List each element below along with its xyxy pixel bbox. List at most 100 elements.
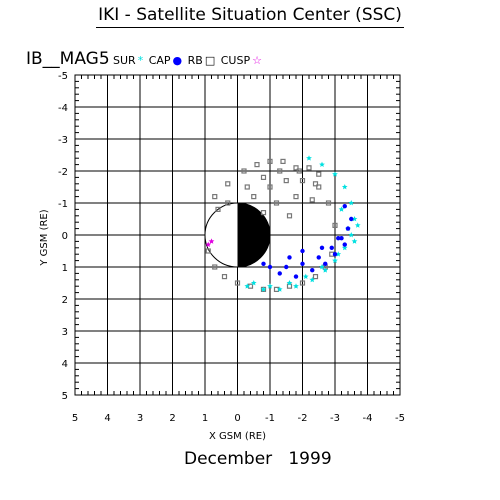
legend-cusp-label: CUSP [220, 54, 251, 67]
point-cap [267, 264, 273, 270]
point-cap [287, 255, 292, 260]
point-cap [316, 255, 321, 260]
point-sur [348, 200, 355, 206]
point-cap [332, 252, 338, 257]
point-sur [293, 283, 299, 289]
point-sur [276, 286, 283, 292]
point-sur [351, 238, 358, 244]
legend-cap-label: CAP [148, 54, 171, 67]
x-tick-label: -3 [330, 413, 340, 424]
legend-cusp-symbol: ☆ [252, 54, 262, 67]
point-sur [286, 280, 293, 286]
y-tick-label: 1 [62, 263, 68, 274]
point-rb [296, 168, 302, 174]
point-cap [284, 264, 289, 270]
x-tick-label: -2 [298, 413, 308, 424]
point-rb [332, 222, 338, 228]
point-sur [260, 286, 267, 292]
earth-icon [204, 202, 271, 268]
point-cap [300, 261, 305, 266]
point-cusp [208, 238, 215, 244]
point-cap [342, 242, 347, 247]
point-cap [319, 245, 325, 250]
point-rb [247, 283, 254, 289]
y-tick-label: 0 [62, 231, 68, 242]
point-rb [312, 274, 319, 280]
point-sur [319, 161, 325, 167]
point-rb [215, 206, 221, 212]
y-tick-label: -1 [58, 199, 68, 210]
point-rb [267, 184, 273, 190]
y-tick-label: -5 [58, 71, 68, 82]
point-rb [234, 280, 241, 286]
point-sur [354, 222, 361, 228]
earth-night-side [237, 203, 270, 267]
point-rb [267, 158, 273, 164]
point-sur [341, 184, 348, 190]
point-cap [323, 261, 328, 266]
point-rb [316, 171, 322, 177]
y-tick-label: 2 [62, 295, 68, 306]
minor-ticks [74, 74, 401, 396]
y-tick-label: -4 [58, 103, 68, 114]
x-tick-label: -4 [363, 413, 373, 424]
point-cap [342, 204, 347, 209]
data-points [205, 155, 361, 292]
point-rb [325, 200, 332, 206]
legend-sur-label: SUR [113, 54, 136, 67]
y-tick-label: 4 [62, 359, 68, 370]
point-rb [293, 165, 299, 171]
point-sur [332, 257, 338, 263]
point-cap [300, 248, 305, 254]
legend-rb-label: RB [187, 54, 203, 67]
point-rb [277, 168, 283, 174]
y-tick-labels: -5 -4 -3 -2 -1 0 1 2 3 4 5 [58, 71, 68, 402]
point-rb [244, 184, 250, 190]
x-tick-label: 2 [169, 413, 175, 424]
point-sur [250, 280, 257, 286]
date-label: December 1999 [184, 449, 332, 469]
point-cap [345, 226, 351, 231]
point-rb [205, 248, 211, 254]
y-tick-label: -3 [58, 135, 68, 146]
y-tick-label: -2 [58, 167, 68, 178]
page-title: IKI - Satellite Situation Center (SSC) [0, 4, 500, 28]
x-tick-label: 3 [137, 413, 143, 424]
point-sur [244, 283, 251, 289]
x-tick-label: 4 [104, 413, 110, 424]
point-rb [212, 194, 218, 200]
point-sur [335, 251, 342, 257]
point-rb [273, 286, 280, 292]
point-cap [349, 216, 354, 222]
point-rb [316, 184, 322, 190]
point-cap [310, 268, 315, 273]
legend-sur-symbol: * [137, 54, 144, 67]
point-rb [225, 200, 231, 206]
x-tick-label: -1 [265, 413, 275, 424]
point-sur [309, 276, 316, 283]
point-rb [299, 280, 306, 286]
point-rb [299, 178, 306, 184]
point-sur [267, 283, 273, 289]
point-rb [221, 274, 228, 280]
y-axis-title: Y GSM (RE) [39, 209, 50, 266]
point-rb [280, 158, 286, 164]
point-cap [339, 236, 344, 241]
x-tick-label: 0 [234, 413, 240, 424]
point-rb [251, 194, 257, 200]
point-rb [293, 194, 299, 200]
point-rb [306, 165, 312, 171]
point-rb [273, 200, 280, 206]
point-rb [309, 197, 315, 203]
point-sur [348, 232, 355, 238]
legend: SUR * CAP ● RB □ CUSP ☆ [113, 54, 264, 67]
point-sur [322, 267, 329, 273]
satellite-label: IB__MAG5 [26, 49, 110, 69]
point-sur [338, 206, 345, 212]
title-text: IKI - Satellite Situation Center (SSC) [96, 4, 404, 28]
point-cap [277, 271, 282, 276]
x-tick-label: -5 [395, 413, 405, 424]
x-tick-label: 5 [72, 413, 78, 424]
point-rb [212, 264, 218, 270]
point-rb [254, 162, 260, 168]
